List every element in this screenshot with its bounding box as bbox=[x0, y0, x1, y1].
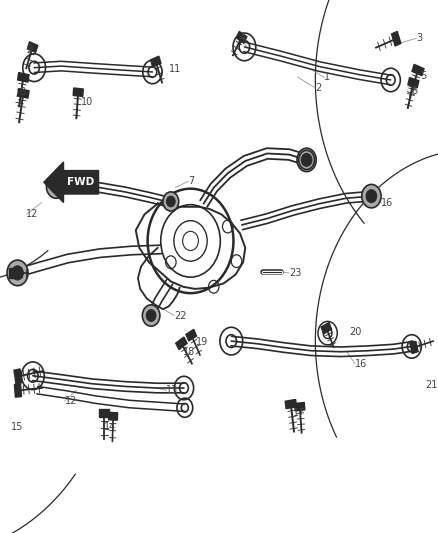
Text: 8: 8 bbox=[20, 87, 26, 96]
Text: 7: 7 bbox=[188, 176, 194, 186]
Circle shape bbox=[146, 310, 156, 321]
Text: 22: 22 bbox=[174, 311, 187, 320]
Text: 14: 14 bbox=[104, 423, 117, 432]
Text: 4: 4 bbox=[240, 34, 246, 43]
Circle shape bbox=[366, 190, 377, 203]
Polygon shape bbox=[321, 322, 332, 334]
Text: 19: 19 bbox=[196, 337, 208, 347]
Text: 15: 15 bbox=[11, 423, 23, 432]
Polygon shape bbox=[14, 369, 22, 384]
Text: 5: 5 bbox=[420, 71, 427, 80]
Circle shape bbox=[46, 175, 66, 198]
Circle shape bbox=[7, 260, 28, 286]
Text: 9: 9 bbox=[26, 44, 32, 54]
Text: 13: 13 bbox=[166, 385, 179, 395]
Circle shape bbox=[302, 155, 311, 165]
Polygon shape bbox=[99, 409, 109, 417]
Text: 3: 3 bbox=[416, 34, 422, 43]
Polygon shape bbox=[9, 268, 15, 278]
Circle shape bbox=[297, 148, 316, 172]
Text: 12: 12 bbox=[65, 396, 77, 406]
Text: FWD: FWD bbox=[67, 177, 95, 187]
Polygon shape bbox=[151, 56, 161, 67]
Circle shape bbox=[362, 184, 381, 208]
Text: 6: 6 bbox=[412, 86, 418, 95]
Text: 20: 20 bbox=[350, 327, 362, 336]
Text: 17: 17 bbox=[293, 408, 305, 418]
Polygon shape bbox=[18, 72, 29, 82]
Text: 2: 2 bbox=[315, 83, 321, 93]
Polygon shape bbox=[176, 337, 187, 350]
Polygon shape bbox=[28, 42, 38, 52]
Polygon shape bbox=[410, 341, 418, 353]
Polygon shape bbox=[109, 413, 117, 420]
Polygon shape bbox=[412, 64, 424, 76]
Text: 1: 1 bbox=[324, 72, 330, 82]
Text: 16: 16 bbox=[381, 198, 393, 207]
Text: 16: 16 bbox=[355, 359, 367, 368]
Text: 18: 18 bbox=[183, 347, 195, 357]
Text: 10: 10 bbox=[81, 98, 93, 107]
Text: 11: 11 bbox=[169, 64, 181, 74]
Polygon shape bbox=[285, 399, 297, 409]
Polygon shape bbox=[73, 88, 83, 96]
Circle shape bbox=[142, 305, 160, 326]
Circle shape bbox=[163, 192, 179, 211]
Text: 21: 21 bbox=[425, 380, 437, 390]
Text: 12: 12 bbox=[26, 209, 39, 219]
Circle shape bbox=[299, 150, 314, 169]
Circle shape bbox=[12, 266, 23, 280]
Polygon shape bbox=[186, 329, 197, 341]
Circle shape bbox=[51, 180, 61, 193]
Polygon shape bbox=[14, 384, 21, 397]
Circle shape bbox=[301, 154, 312, 166]
Polygon shape bbox=[392, 31, 401, 46]
Polygon shape bbox=[18, 88, 29, 98]
Polygon shape bbox=[44, 162, 99, 203]
Text: 23: 23 bbox=[289, 268, 301, 278]
Circle shape bbox=[166, 196, 175, 207]
Polygon shape bbox=[408, 78, 419, 88]
Polygon shape bbox=[236, 31, 247, 43]
Polygon shape bbox=[295, 402, 305, 411]
